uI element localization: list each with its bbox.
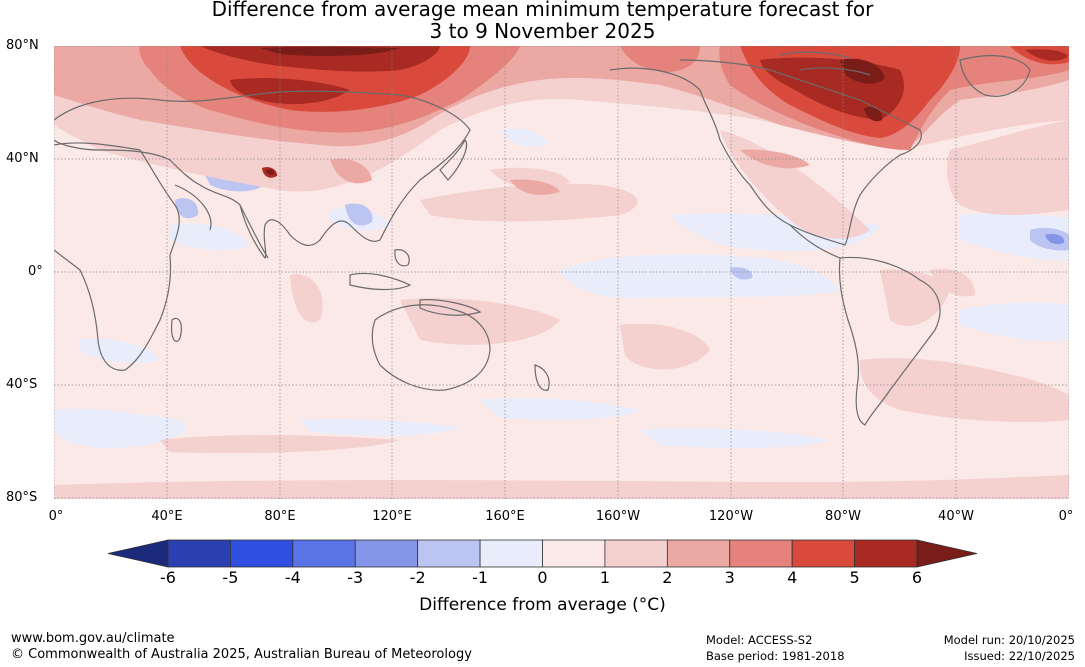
colorbar-swatch [417,539,481,568]
lon-label-0: 0° [48,509,64,524]
lat-label-80s: 80°S [6,490,38,505]
colorbar-tick-label: 0 [537,568,548,587]
lat-label-40n: 40°N [6,151,39,166]
base-period: Base period: 1981-2018 [706,649,845,663]
lon-label-160w: 160°W [595,509,641,524]
colorbar-tick-label: -5 [222,568,239,587]
record-warm-anomaly-regions [260,46,885,175]
lon-label-80e: 80°E [264,509,296,524]
bom-url-link[interactable]: www.bom.gov.au/climate [11,631,175,646]
colorbar-swatch [542,539,606,568]
colorbar-tick-label: 2 [662,568,673,587]
slightly-below-average-regions [54,128,1069,449]
model-name: Model: ACCESS-S2 [706,633,813,647]
colorbar-swatch [791,539,855,568]
colorbar-extend-high [916,539,978,568]
lat-label-40s: 40°S [6,377,38,392]
lon-label-0-east: 0° [1058,509,1074,524]
lon-label-120w: 120°W [708,509,754,524]
colorbar-tick-label: 4 [787,568,798,587]
colorbar-swatch [354,539,419,568]
colorbar-swatch [167,539,231,568]
anomaly-field [54,46,1069,499]
coastlines [54,51,1031,426]
colorbar-tick-label: 1 [599,568,610,587]
lat-label-80n: 80°N [6,38,39,53]
colorbar-tick-label: -6 [160,568,176,587]
colorbar-swatch [854,539,918,568]
lon-label-160e: 160°E [485,509,525,524]
colorbar-swatch [230,539,294,568]
copyright-notice: © Commonwealth of Australia 2025, Austra… [11,647,472,662]
colorbar-swatch [729,539,793,568]
colorbar-tick-label: 6 [911,568,923,587]
issued-date: Issued: 22/10/2025 [964,649,1075,663]
colorbar-tick-label: -1 [472,568,489,587]
map-title-line-1: Difference from average mean minimum tem… [211,0,874,21]
model-run-date: Model run: 20/10/2025 [943,633,1075,647]
colorbar-extend-low [107,539,169,568]
colorbar-swatch [604,539,668,568]
colorbar-tick-label: 5 [849,568,860,587]
colorbar-swatch [479,539,543,568]
colorbar-tick-label: -4 [284,568,301,587]
lon-label-40e: 40°E [151,509,183,524]
colorbar-swatch [666,539,731,568]
colorbar-tick-label: 3 [724,568,735,587]
lon-label-40w: 40°W [938,509,974,524]
colorbar-tick-label: -3 [347,568,364,587]
lon-label-80w: 80°W [825,509,861,524]
map-title-line-2: 3 to 9 November 2025 [429,19,656,43]
colorbar-title: Difference from average (°C) [419,595,666,615]
lon-label-120e: 120°E [372,509,412,524]
colorbar-swatch [292,539,356,568]
graticule [54,46,1069,499]
lat-label-equator: 0° [28,264,43,279]
colorbar-tick-label: -2 [409,568,426,587]
